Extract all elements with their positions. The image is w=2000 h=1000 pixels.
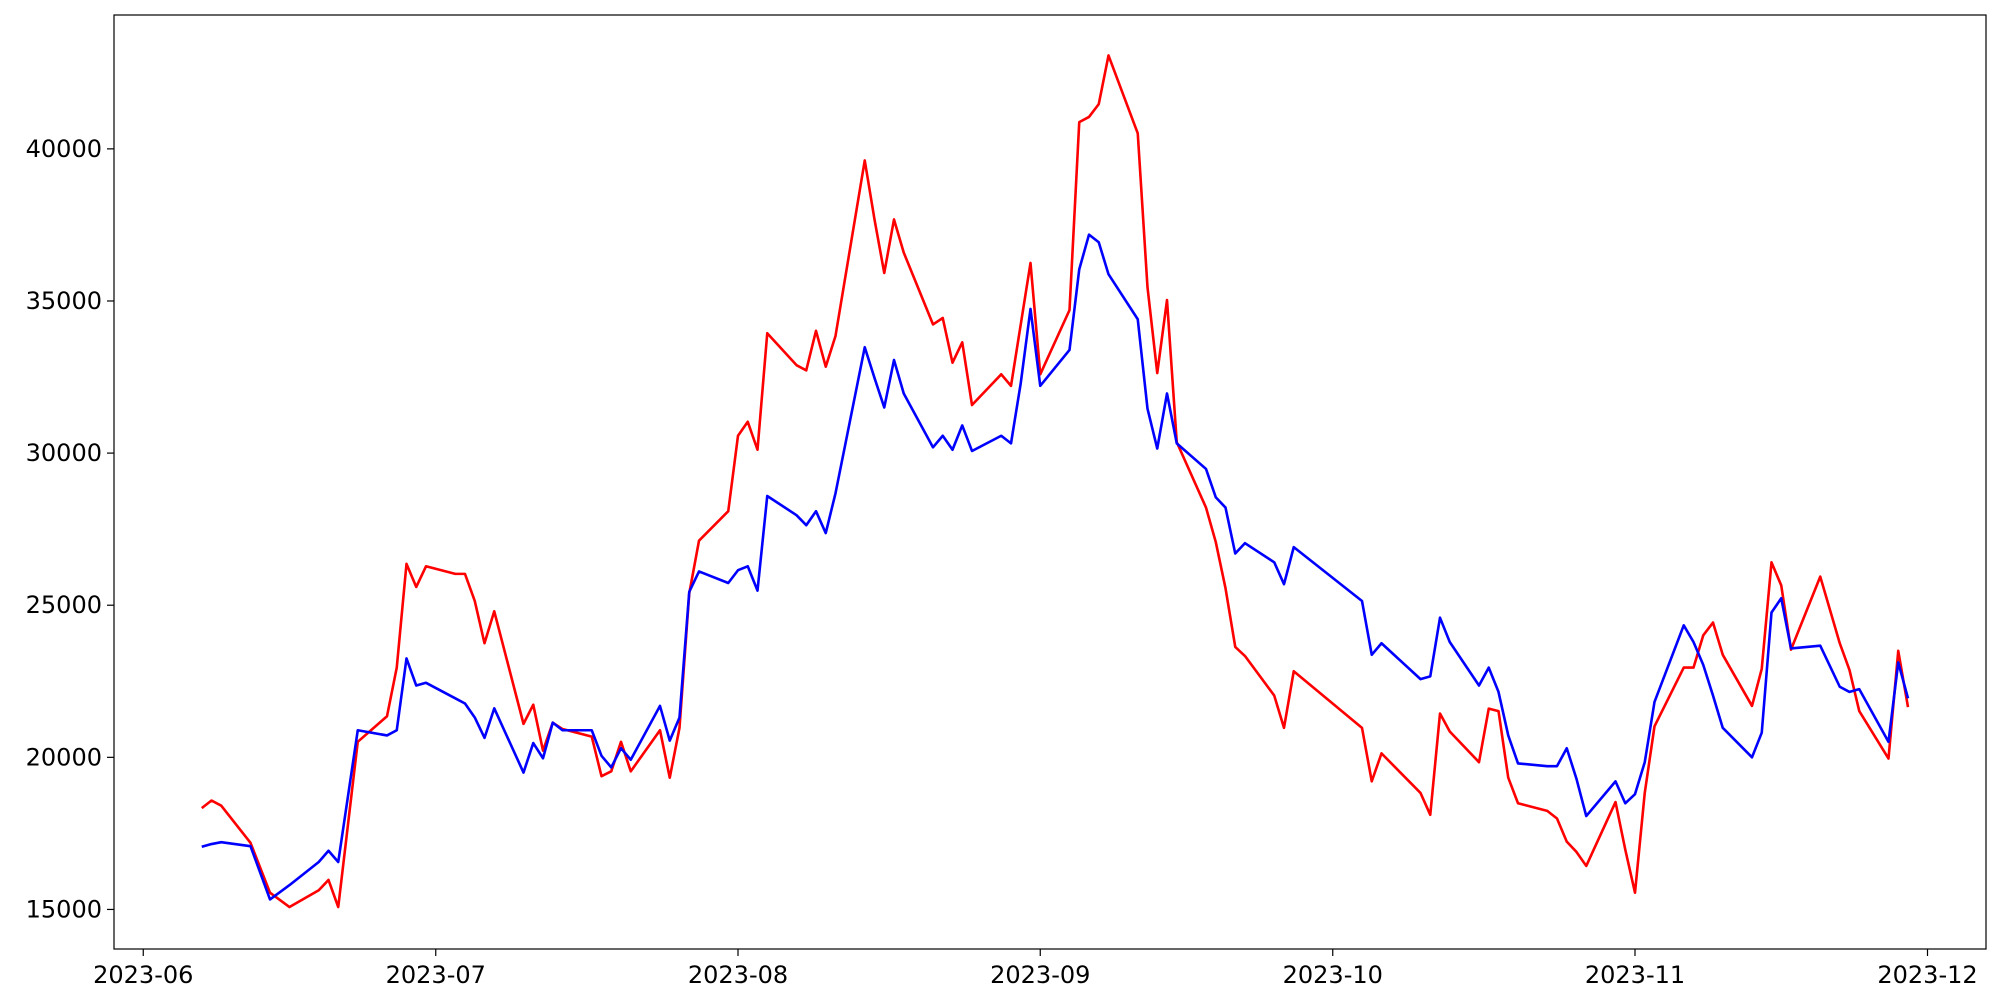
x-tick-label: 2023-10 [1283, 961, 1383, 989]
x-tick-label: 2023-07 [386, 961, 486, 989]
y-tick-label: 40000 [26, 135, 102, 163]
plot-frame [113, 14, 1987, 950]
y-tick-label: 30000 [26, 439, 102, 467]
y-tick-label: 20000 [26, 743, 102, 771]
series-line [201, 233, 1910, 901]
plot-lines [200, 54, 1910, 909]
series-line [200, 54, 1910, 909]
x-tick-label: 2023-06 [93, 961, 193, 989]
x-tick-label: 2023-09 [990, 961, 1090, 989]
x-tick-label: 2023-12 [1877, 961, 1977, 989]
y-tick-label: 15000 [26, 895, 102, 923]
y-tick-label: 35000 [26, 287, 102, 315]
x-tick-label: 2023-11 [1585, 961, 1685, 989]
y-tick-label: 25000 [26, 591, 102, 619]
x-tick-label: 2023-08 [688, 961, 788, 989]
